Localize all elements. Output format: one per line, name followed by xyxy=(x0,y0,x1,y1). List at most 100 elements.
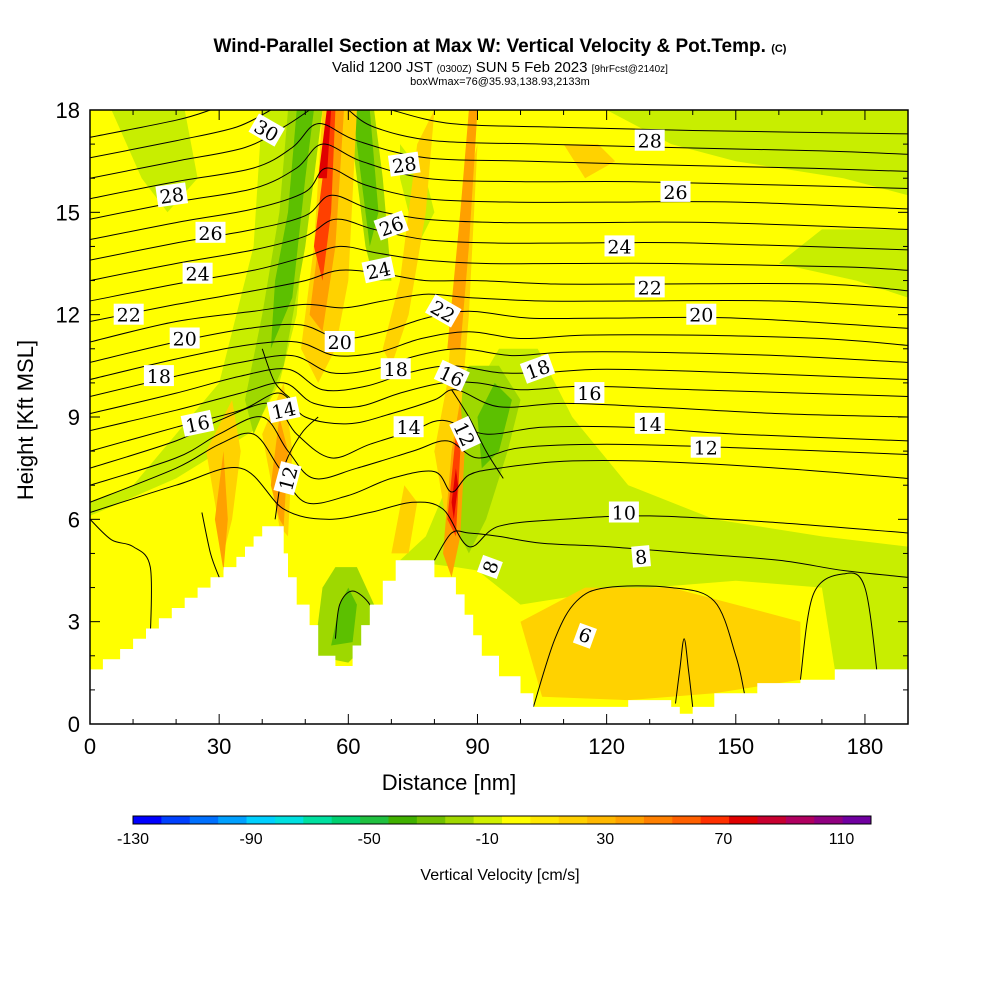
isotherm-22 xyxy=(90,293,908,343)
terrain-mask xyxy=(90,526,908,724)
colorbar-swatch xyxy=(388,816,418,824)
colorbar-title: Vertical Velocity [cm/s] xyxy=(420,867,579,884)
contour-label-11: 26 xyxy=(373,210,409,241)
contour-label-30: 22 xyxy=(634,276,665,299)
isotherm-22 xyxy=(90,167,908,241)
isotherm-24 xyxy=(90,123,908,200)
colorbar-swatch xyxy=(303,816,333,824)
contour-label-27: 28 xyxy=(634,129,665,153)
colorbar-swatch xyxy=(331,816,361,824)
isotherm-32 xyxy=(274,416,319,520)
isotherm-2 xyxy=(90,518,153,639)
contour-label-text: 20 xyxy=(173,329,197,351)
contour-label-29: 24 xyxy=(604,235,635,258)
contour-label-text: 22 xyxy=(638,277,662,299)
contour-label-text: 14 xyxy=(397,417,421,439)
chart-title: Wind-Parallel Section at Max W: Vertical… xyxy=(213,36,766,57)
contour-label-25: 8 xyxy=(476,554,504,579)
contour-label-22: 12 xyxy=(690,436,721,460)
contour-label-text: 16 xyxy=(577,383,601,405)
x-axis-title: Distance [nm] xyxy=(382,770,517,795)
colorbar-swatch xyxy=(615,816,645,824)
contour-label-text: 24 xyxy=(365,258,393,285)
contour-label-5: 20 xyxy=(169,327,200,351)
x-tick-label: 30 xyxy=(207,734,231,759)
isotherm-30 xyxy=(90,110,310,179)
y-tick-label: 12 xyxy=(56,303,80,328)
terrain xyxy=(90,526,908,724)
x-tick-label: 150 xyxy=(717,734,754,759)
colorbar-label: 70 xyxy=(715,831,733,848)
valid-time-line: Valid 1200 JST (0300Z) SUN 5 Feb 2023 [9… xyxy=(0,60,1000,77)
contour-label-23: 10 xyxy=(608,501,639,525)
colorbar-label: -130 xyxy=(117,831,149,848)
colorbar-swatch xyxy=(558,816,588,824)
colorbar-swatch xyxy=(700,816,730,824)
x-tick-label: 180 xyxy=(847,734,884,759)
colorbar-swatch xyxy=(757,816,787,824)
isotherm-16 xyxy=(90,389,908,452)
chart-title-line: Wind-Parallel Section at Max W: Vertical… xyxy=(0,36,1000,60)
title-block: Wind-Parallel Section at Max W: Vertical… xyxy=(0,36,1000,88)
colorbar-border xyxy=(132,815,872,825)
colorbar-label: 110 xyxy=(829,831,855,848)
contour-label-24: 8 xyxy=(631,545,651,569)
contour-label-text: 18 xyxy=(147,366,171,388)
contour-label-text: 10 xyxy=(612,503,636,525)
y-tick-label: 3 xyxy=(68,610,80,635)
contour-label-text: 14 xyxy=(638,414,662,436)
contour-label-14: 20 xyxy=(324,331,355,354)
colorbar-swatch xyxy=(530,816,560,824)
x-tick-label: 60 xyxy=(336,734,360,759)
contour-label-21: 14 xyxy=(634,412,665,436)
velocity-region-2 xyxy=(606,110,908,196)
contour-label-text: 28 xyxy=(638,131,662,153)
contour-label-text: 24 xyxy=(607,236,631,258)
isotherm-6 xyxy=(675,638,694,707)
contour-label-text: 16 xyxy=(184,412,212,439)
colorbar-swatch xyxy=(842,816,872,824)
colorbar-swatch xyxy=(246,816,276,824)
contour-label-10: 28 xyxy=(387,151,421,178)
velocity-region-30 xyxy=(451,468,459,520)
box-info: boxWmax=76@35.93,138.93,2133m xyxy=(410,76,590,88)
colorbar-swatch xyxy=(814,816,844,824)
colorbar-swatch xyxy=(729,816,758,824)
velocity-region-12 xyxy=(477,382,512,469)
colorbar-swatch xyxy=(643,816,673,824)
colorbar-swatch xyxy=(416,816,446,824)
isotherm-28 xyxy=(391,110,908,135)
isotherm-26 xyxy=(348,110,908,155)
valid-date: SUN 5 Feb 2023 xyxy=(475,59,588,76)
isotherm-12 xyxy=(90,432,908,505)
contour-label-text: 28 xyxy=(158,184,185,209)
contour-label-28: 26 xyxy=(660,180,691,204)
colorbar-swatch xyxy=(189,816,219,824)
contour-label-12: 24 xyxy=(361,256,396,285)
x-tick-label: 120 xyxy=(588,734,625,759)
x-tick-label: 90 xyxy=(465,734,489,759)
contour-label-31: 20 xyxy=(686,303,717,327)
isotherm-9 xyxy=(532,585,745,708)
contour-label-text: 24 xyxy=(186,264,210,286)
contour-label-6: 18 xyxy=(143,365,174,388)
velocity-region-17 xyxy=(382,110,435,366)
contour-label-20: 16 xyxy=(574,382,605,405)
isotherm-30 xyxy=(261,348,293,401)
colorbar-swatch xyxy=(274,816,304,824)
isotherm-9 xyxy=(90,416,908,486)
velocity-region-21 xyxy=(520,587,801,701)
y-tick-label: 18 xyxy=(56,98,80,123)
colorbar-swatch xyxy=(445,816,475,824)
contour-label-15: 18 xyxy=(380,358,411,381)
isotherm-18 xyxy=(90,365,908,415)
isotherm-14 xyxy=(90,348,908,397)
contour-label-17: 14 xyxy=(393,416,424,439)
isotherm-10 xyxy=(90,466,908,548)
isotherm-18 xyxy=(90,269,908,322)
isotherm-31 xyxy=(451,389,504,479)
y-tick-label: 15 xyxy=(56,200,80,225)
contour-label-7: 16 xyxy=(180,409,215,439)
contour-label-text: 22 xyxy=(117,305,141,327)
